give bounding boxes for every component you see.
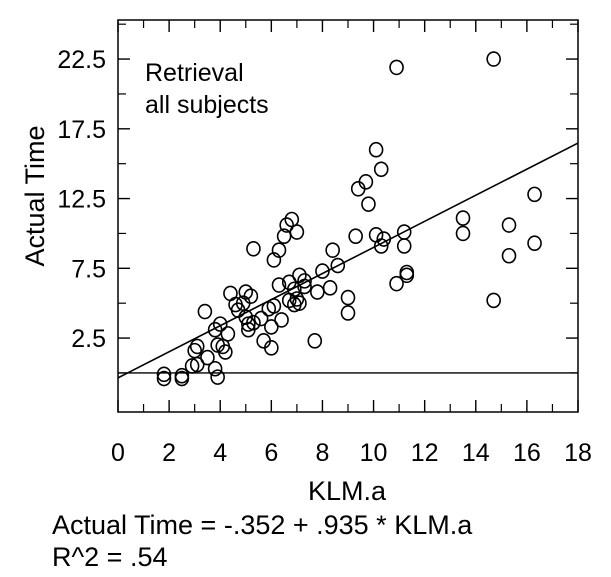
x-tick-label: 2 (162, 439, 176, 467)
y-tick-label: 12.5 (57, 186, 106, 214)
data-point (297, 273, 312, 289)
x-tick-label: 6 (264, 439, 278, 467)
data-point (156, 366, 172, 383)
data-point (271, 277, 287, 293)
data-point (241, 316, 256, 332)
x-tick-label: 12 (411, 439, 439, 467)
regression-line (117, 142, 579, 379)
r-squared: R^2 = .54 (52, 542, 168, 572)
data-point (322, 280, 338, 296)
data-point (315, 263, 330, 279)
data-point (501, 217, 517, 233)
data-point (279, 217, 294, 233)
data-point (486, 292, 501, 309)
data-point (246, 240, 261, 257)
data-points (156, 51, 542, 387)
annotation-line-2: all subjects (145, 91, 269, 119)
data-point (207, 321, 223, 338)
data-point (276, 228, 292, 245)
data-point (187, 342, 202, 359)
data-point (396, 238, 412, 254)
x-tick-label: 16 (513, 439, 541, 467)
data-point (271, 242, 287, 258)
data-point (207, 360, 223, 377)
data-point (389, 59, 404, 76)
data-point (368, 141, 384, 158)
data-point (197, 303, 213, 320)
x-tick-label: 8 (315, 439, 329, 467)
data-point (527, 186, 542, 203)
data-point (455, 225, 471, 242)
annotation-line-1: Retrieval (145, 59, 244, 87)
data-point (330, 257, 346, 274)
data-point (243, 288, 259, 305)
data-point (307, 333, 323, 349)
data-point (210, 369, 225, 385)
data-point (361, 196, 376, 212)
data-point (212, 316, 228, 332)
data-point (358, 174, 374, 190)
data-point (189, 338, 205, 355)
x-tick-label: 18 (564, 439, 592, 467)
x-axis-title: KLM.a (308, 476, 387, 506)
data-point (218, 344, 233, 360)
x-axis-ticks: 0 2 4 6 8 10 12 14 16 18 (111, 20, 592, 467)
equation-line: Actual Time = -.352 + .935 * KLM.a (52, 510, 473, 540)
data-point (399, 264, 415, 281)
y-tick-label: 17.5 (57, 116, 106, 144)
x-tick-label: 4 (213, 439, 227, 467)
x-tick-label: 10 (360, 439, 388, 467)
data-point (246, 314, 261, 331)
y-tick-label: 2.5 (71, 325, 106, 353)
data-point (287, 281, 302, 298)
y-tick-label: 22.5 (57, 46, 106, 74)
data-point (348, 228, 363, 245)
regression-equation: Actual Time = -.352 + .935 * KLM.a R^2 =… (52, 509, 472, 573)
data-point (340, 289, 356, 306)
data-point (292, 295, 307, 311)
data-point (274, 312, 289, 328)
y-axis-title: Actual Time (20, 125, 50, 266)
data-point (264, 319, 279, 335)
x-tick-label: 14 (462, 439, 490, 467)
data-point (310, 284, 325, 300)
data-point (501, 247, 517, 264)
data-point (340, 305, 356, 321)
y-tick-label: 7.5 (71, 255, 106, 283)
data-point (220, 326, 236, 342)
data-point (238, 309, 254, 325)
data-point (289, 224, 305, 240)
data-point (264, 340, 279, 356)
data-point (289, 291, 305, 307)
data-point (174, 370, 190, 387)
data-point (266, 252, 282, 268)
data-point (389, 275, 404, 292)
data-point (455, 210, 471, 226)
data-point (200, 349, 215, 366)
x-tick-label: 0 (111, 439, 125, 467)
y-axis-ticks: 2.5 7.5 12.5 17.5 22.5 (57, 23, 578, 374)
data-point (156, 370, 172, 387)
data-point (486, 51, 501, 67)
data-point (373, 161, 389, 178)
data-point (527, 235, 542, 252)
data-point (325, 242, 340, 258)
data-point (253, 310, 269, 327)
